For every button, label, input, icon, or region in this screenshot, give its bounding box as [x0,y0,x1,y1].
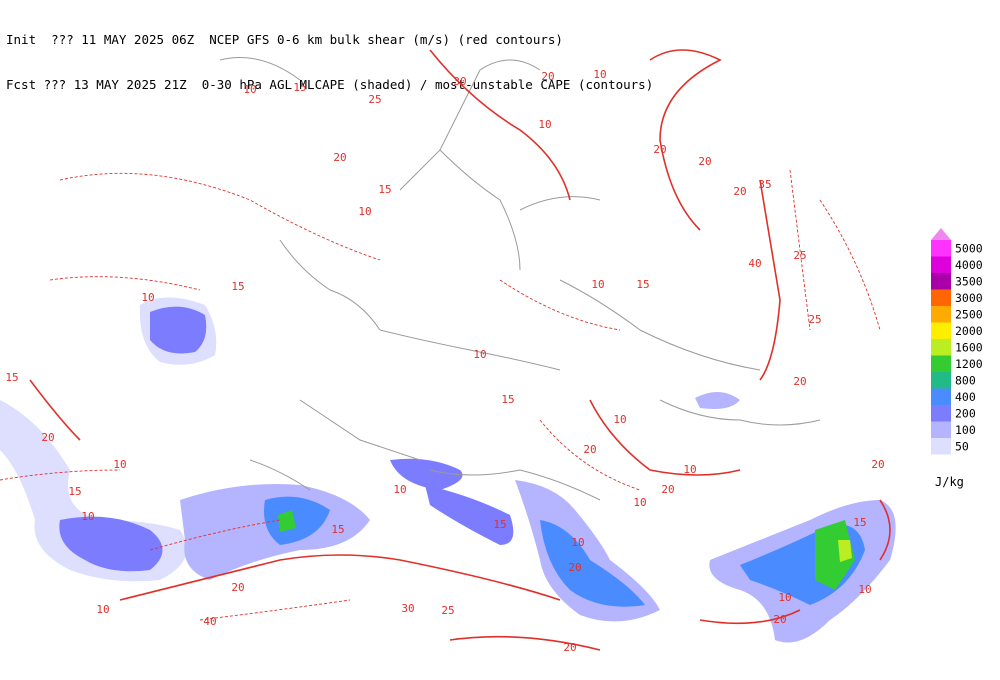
legend-swatch [931,355,951,372]
forecast-time: Fcst ??? 13 MAY 2025 21Z [6,77,187,92]
contour-label: 20 [661,483,674,496]
contour-label: 10 [141,291,154,304]
contour-label: 10 [683,463,696,476]
contour-label: 20 [698,155,711,168]
contour-label: 15 [293,81,306,94]
contour-label: 25 [441,604,454,617]
cape-shading [0,297,896,643]
legend-swatch [931,289,951,306]
contour-label: 10 [473,348,486,361]
contour-label: 20 [563,641,576,654]
contour-label: 20 [541,70,554,83]
legend-swatch [931,256,951,273]
legend: 5000 4000 3500 3000 2500 2000 1600 1200 800 400 20… [931,228,983,489]
contour-label: 10 [593,68,606,81]
legend-label: 1200 [955,357,983,371]
header: Init ??? 11 MAY 2025 06Z NCEP GFS 0-6 km… [6,2,653,107]
contour-label: 15 [493,518,506,531]
coastlines-borders [219,57,821,501]
contour-label: 15 [68,485,81,498]
contour-label: 10 [633,496,646,509]
header-line: Fcst ??? 13 MAY 2025 21Z 0-30 hPa AGL ML… [6,77,653,92]
product-shear: NCEP GFS 0-6 km bulk shear (m/s) (red co… [209,32,563,47]
legend-swatch [931,339,951,356]
contour-label: 20 [583,443,596,456]
contour-label: 10 [778,591,791,604]
init-time: Init ??? 11 MAY 2025 06Z [6,32,195,47]
legend-swatch [931,306,951,323]
legend-swatch [931,405,951,422]
legend-label: 2500 [955,307,983,321]
header-line: Init ??? 11 MAY 2025 06Z NCEP GFS 0-6 km… [6,32,653,47]
contour-label: 10 [613,413,626,426]
contour-label: 15 [231,280,244,293]
contour-label: 40 [203,615,216,628]
contour-label: 10 [393,483,406,496]
legend-label: 5000 [955,241,983,255]
contour-label: 20 [871,458,884,471]
legend-swatch [931,372,951,389]
contour-label: 10 [571,536,584,549]
contour-label: 20 [41,431,54,444]
legend-unit: J/kg [935,475,964,489]
contour-label: 15 [636,278,649,291]
legend-label: 800 [955,373,976,387]
legend-swatch [931,421,951,438]
legend-label: 100 [955,423,976,437]
legend-label: 4000 [955,258,983,272]
legend-label: 400 [955,390,976,404]
contour-label: 20 [231,581,244,594]
contour-label: 10 [96,603,109,616]
legend-swatch [931,240,951,257]
legend-label: 50 [955,439,969,453]
contour-label: 35 [758,178,771,191]
legend-label: 3500 [955,274,983,288]
legend-swatch [931,388,951,405]
legend-overflow-arrow [931,228,951,240]
contour-label: 40 [748,257,761,270]
contour-label: 20 [793,375,806,388]
contour-label: 25 [793,249,806,262]
contour-label: 20 [568,561,581,574]
contour-label: 15 [378,183,391,196]
legend-label: 3000 [955,291,983,305]
contour-label: 20 [653,143,666,156]
contour-label: 10 [858,583,871,596]
legend-swatch [931,438,951,455]
contour-label: 25 [368,93,381,106]
contour-label: 15 [5,371,18,384]
contour-label: 20 [773,613,786,626]
contour-label: 10 [113,458,126,471]
product-cape: 0-30 hPa AGL MLCAPE (shaded) / most-unst… [201,77,654,92]
legend-label: 1600 [955,340,983,354]
contour-label: 15 [331,523,344,536]
contour-label: 30 [453,75,466,88]
contour-label: 20 [733,185,746,198]
legend-swatch [931,273,951,290]
legend-swatch [931,322,951,339]
contour-label: 25 [808,313,821,326]
contour-label: 10 [591,278,604,291]
contour-label: 30 [401,602,414,615]
legend-label: 200 [955,406,976,420]
shear-contours [0,49,891,651]
contour-label: 10 [243,83,256,96]
legend-label: 2000 [955,324,983,338]
contour-label: 10 [538,118,551,131]
contour-label: 15 [853,516,866,529]
contour-label: 15 [501,393,514,406]
contour-label: 10 [358,205,371,218]
contour-label: 20 [333,151,346,164]
contour-label: 10 [81,510,94,523]
